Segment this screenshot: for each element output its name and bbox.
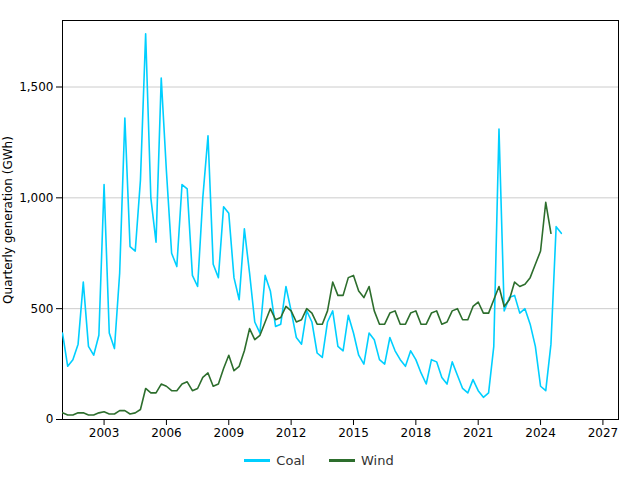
html-text:Coal: Coal [276, 453, 305, 468]
html-text:Wind: Wind [361, 453, 394, 468]
svg-text:Quarterly generation (GWh): Quarterly generation (GWh) [1, 136, 15, 304]
svg-text:2003: 2003 [89, 426, 120, 440]
svg-text:2015: 2015 [338, 426, 369, 440]
svg-text:500: 500 [31, 302, 54, 316]
svg-text:1,500: 1,500 [19, 80, 53, 94]
svg-text:2027: 2027 [588, 426, 619, 440]
svg-text:2009: 2009 [214, 426, 245, 440]
svg-text:2021: 2021 [463, 426, 494, 440]
svg-text:2006: 2006 [151, 426, 182, 440]
svg-text:1,000: 1,000 [19, 191, 53, 205]
svg-text:2018: 2018 [401, 426, 432, 440]
svg-text:2012: 2012 [276, 426, 307, 440]
svg-text:2024: 2024 [525, 426, 556, 440]
svg-text:0: 0 [46, 412, 54, 426]
